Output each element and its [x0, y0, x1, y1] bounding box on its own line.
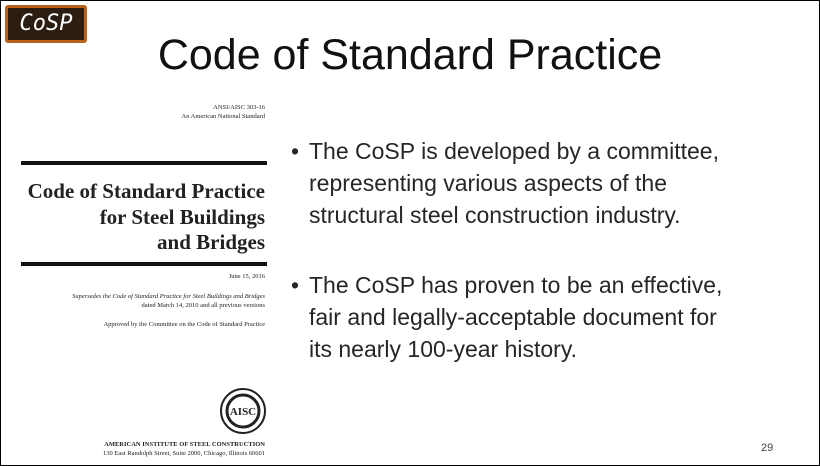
- cover-title: Code of Standard Practice: [28, 179, 265, 204]
- bullet-line: its nearly 100-year history.: [309, 336, 577, 363]
- cover-rule: [21, 262, 267, 266]
- cover-address: 130 East Randolph Street, Suite 2000, Ch…: [103, 450, 265, 457]
- logo-text: AISC: [230, 406, 256, 418]
- slide-title: Code of Standard Practice: [1, 31, 819, 80]
- bullet-line: fair and legally-acceptable document for: [309, 304, 717, 331]
- cover-supersedes: dated March 14, 2010 and all previous ve…: [142, 302, 265, 309]
- cover-designation: ANSI/AISC 303-16: [213, 104, 265, 111]
- slide: CoSP Code of Standard Practice ANSI/AISC…: [0, 0, 820, 466]
- cover-date: June 15, 2016: [229, 273, 265, 280]
- cover-standard: An American National Standard: [181, 113, 265, 120]
- bullet-marker: •: [291, 272, 299, 299]
- cover-publisher: AMERICAN INSTITUTE OF STEEL CONSTRUCTION: [104, 441, 265, 448]
- cover-supersedes: Supersedes the Code of Standard Practice…: [72, 293, 265, 300]
- bullet-line: The CoSP is developed by a committee,: [309, 138, 719, 165]
- cover-approved: Approved by the Committee on the Code of…: [103, 321, 265, 328]
- bullet-line: structural steel construction industry.: [309, 202, 681, 229]
- cover-title: and Bridges: [157, 230, 265, 255]
- bullet-line: representing various aspects of the: [309, 170, 667, 197]
- page-number: 29: [761, 442, 773, 454]
- bullet-line: The CoSP has proven to be an effective,: [309, 272, 722, 299]
- bullet-marker: •: [291, 138, 299, 165]
- cover-title: for Steel Buildings: [100, 205, 265, 230]
- cover-rule: [21, 161, 267, 165]
- cover-logo: AISC: [219, 387, 267, 435]
